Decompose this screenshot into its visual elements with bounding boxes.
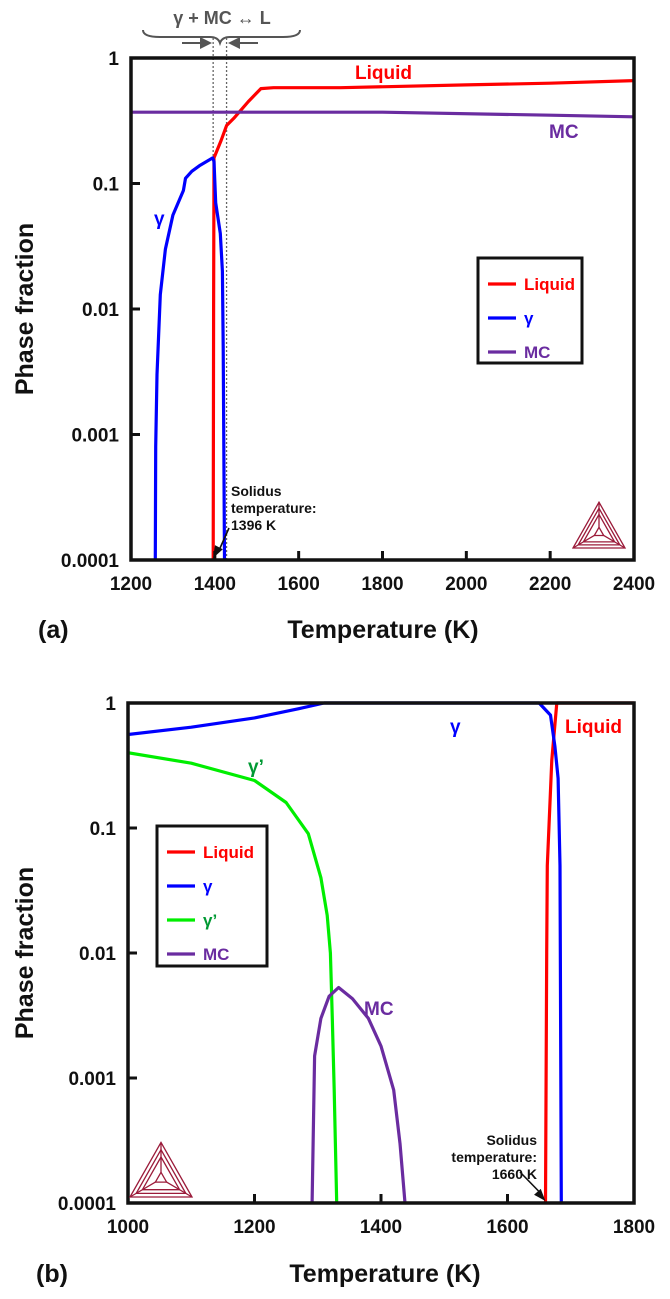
legend-entry-label: γ [203, 877, 213, 896]
y-tick-label: 0.0001 [58, 1194, 117, 1215]
legend-box [155, 824, 269, 968]
x-tick-label: 1600 [278, 574, 320, 595]
thermo-calc-logo-icon [128, 1141, 194, 1198]
solidus-label-line2: temperature: [231, 500, 317, 516]
legend-entry-label: MC [524, 343, 550, 362]
y-tick-label: 0.0001 [61, 551, 120, 572]
x-tick-label: 1000 [107, 1217, 149, 1238]
y-tick-label: 0.001 [68, 1069, 116, 1090]
solidus-arrowhead [534, 1188, 546, 1201]
series-label: MC [549, 122, 579, 143]
series-line-MC [131, 110, 634, 119]
reaction-annotation: γ + MC ↔ L [142, 8, 301, 49]
logo-spoke [129, 1181, 156, 1198]
x-tick-label: 1800 [613, 1217, 655, 1238]
series-label: γ [450, 717, 461, 738]
legend-entry-label: γ’ [203, 911, 217, 930]
series-line-gamma-prime [128, 751, 339, 1204]
x-tick-label: 1400 [194, 574, 236, 595]
x-tick-label: 1600 [486, 1217, 528, 1238]
logo-inner-triangle [135, 1148, 187, 1195]
logo-inner-triangle [141, 1155, 181, 1191]
series-label: Liquid [565, 717, 622, 738]
x-axis-title-b: Temperature (K) [289, 1260, 480, 1288]
panel-label-b: (b) [36, 1260, 68, 1288]
curly-bracket [142, 29, 301, 47]
series-label: MC [364, 999, 394, 1020]
logo-spoke [166, 1181, 193, 1198]
legend-entry-label: MC [203, 945, 229, 964]
solidus-label-line1: Solidus [486, 1132, 537, 1148]
y-tick-label: 0.1 [93, 175, 120, 196]
y-axis-title-b: Phase fraction [11, 867, 39, 1039]
logo-inner-triangle [582, 513, 616, 543]
legend-box [476, 256, 584, 365]
x-tick-label: 1200 [233, 1217, 275, 1238]
x-tick-label: 2400 [613, 574, 655, 595]
solidus-arrow-icon [218, 527, 230, 551]
solidus-label-line1: Solidus [231, 483, 282, 499]
arrowhead-right [200, 37, 212, 49]
reaction-label: γ + MC ↔ L [173, 8, 271, 28]
y-tick-label: 1 [105, 694, 116, 715]
logo-outer-triangle [128, 1141, 194, 1198]
series-group [131, 79, 634, 561]
y-axis-title-a: Phase fraction [11, 223, 39, 395]
logo-spoke [572, 534, 595, 549]
logo-core-triangle [593, 525, 605, 537]
series-label: γ [154, 209, 165, 230]
y-tick-label: 1 [108, 49, 119, 70]
legend-entry-label: Liquid [203, 843, 254, 862]
logo-inner-triangle [577, 506, 621, 546]
logo-core-triangle [154, 1170, 168, 1183]
series-label: Liquid [355, 63, 412, 84]
thermo-calc-logo-icon [571, 500, 627, 549]
y-tick-label: 0.01 [79, 944, 116, 965]
x-axis-title-a: Temperature (K) [287, 616, 478, 644]
solidus-arrow-icon [519, 1171, 542, 1194]
solidus-arrowhead [213, 545, 223, 558]
arrowhead-left [228, 37, 240, 49]
solidus-label-line2: temperature: [451, 1149, 537, 1165]
x-tick-label: 1800 [361, 574, 403, 595]
x-tick-label: 2000 [445, 574, 487, 595]
legend-entry-label: Liquid [524, 275, 575, 294]
legend-entry-label: γ [524, 309, 534, 328]
series-line-gamma [153, 156, 227, 561]
y-tick-label: 0.01 [82, 300, 119, 321]
y-tick-label: 0.1 [90, 819, 117, 840]
y-tick-label: 0.001 [71, 426, 119, 447]
x-tick-label: 1200 [110, 574, 152, 595]
x-tick-label: 2200 [529, 574, 571, 595]
logo-outer-triangle [571, 500, 627, 549]
solidus-value: 1396 K [231, 517, 276, 533]
series-label: γ’ [248, 757, 264, 778]
logo-spoke [603, 534, 626, 549]
panel-label-a: (a) [38, 616, 69, 644]
x-tick-label: 1400 [360, 1217, 402, 1238]
solidus-value: 1660 K [492, 1166, 537, 1182]
series-line-MC [310, 985, 407, 1204]
